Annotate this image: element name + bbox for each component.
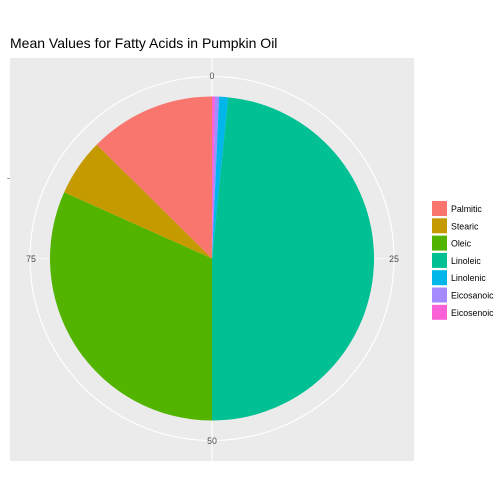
- legend: Palmitic Stearic Oleic Linoleic Linolenic Eic…: [432, 201, 494, 320]
- slice-eicosenoic: [212, 96, 216, 259]
- legend-key-palmitic: [432, 201, 447, 216]
- legend-label: Stearic: [451, 221, 479, 231]
- legend-key-linoleic: [432, 252, 447, 268]
- legend-label: Eicosanoic: [451, 291, 494, 301]
- legend-key-eicosenoic: [432, 304, 447, 320]
- legend-label: Linoleic: [451, 256, 481, 266]
- chart-title: Mean Values for Fatty Acids in Pumpkin O…: [10, 35, 277, 51]
- tick-label: 50: [207, 436, 217, 446]
- legend-key-eicosanoic: [432, 287, 447, 303]
- tick-label: 0: [210, 71, 215, 81]
- legend-key-stearic: [432, 218, 447, 234]
- slice-linolenic: [212, 96, 229, 259]
- legend-key-linolenic: [432, 270, 447, 286]
- y-axis-label: -: [7, 173, 10, 183]
- tick-label: 25: [389, 254, 399, 264]
- slice-eicosanoic: [212, 96, 220, 259]
- legend-key-oleic: [432, 235, 447, 251]
- slice-palmitic: [96, 96, 212, 259]
- tick-label: 75: [26, 254, 36, 264]
- slice-stearic: [64, 144, 212, 259]
- legend-label: Linolenic: [451, 273, 486, 283]
- legend-label: Oleic: [451, 239, 472, 249]
- slice-oleic: [49, 192, 213, 421]
- legend-label: Palmitic: [451, 204, 482, 214]
- pie-slices: [49, 96, 374, 421]
- slice-linoleic: [212, 97, 374, 421]
- angle-tick-labels: 0 25 50 75: [26, 71, 399, 446]
- legend-label: Eicosenoic: [451, 308, 494, 318]
